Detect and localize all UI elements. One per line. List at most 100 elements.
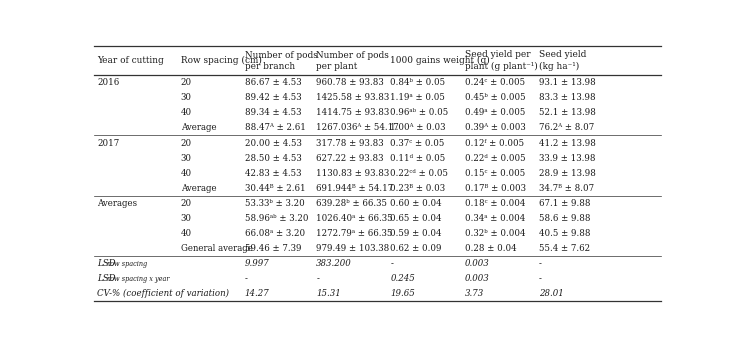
Text: 0.59 ± 0.04: 0.59 ± 0.04 <box>390 229 442 238</box>
Text: 0.96ᵃᵇ ± 0.05: 0.96ᵃᵇ ± 0.05 <box>390 108 449 117</box>
Text: 83.3 ± 13.98: 83.3 ± 13.98 <box>539 93 595 102</box>
Text: 639.28ᵇ ± 66.35: 639.28ᵇ ± 66.35 <box>316 199 387 208</box>
Text: 0.18ᶜ ± 0.004: 0.18ᶜ ± 0.004 <box>464 199 525 208</box>
Text: 0.34ᵃ ± 0.004: 0.34ᵃ ± 0.004 <box>464 214 525 223</box>
Text: 0.24ᶜ ± 0.005: 0.24ᶜ ± 0.005 <box>464 78 525 87</box>
Text: 3.73: 3.73 <box>464 289 484 298</box>
Text: 0.39ᴬ ± 0.003: 0.39ᴬ ± 0.003 <box>464 123 526 132</box>
Text: 41.2 ± 13.98: 41.2 ± 13.98 <box>539 139 595 148</box>
Text: 0.60 ± 0.04: 0.60 ± 0.04 <box>390 199 442 208</box>
Text: 0.65 ± 0.04: 0.65 ± 0.04 <box>390 214 442 223</box>
Text: 86.67 ± 4.53: 86.67 ± 4.53 <box>245 78 302 87</box>
Text: -: - <box>539 274 542 283</box>
Text: 0.23ᴮ ± 0.03: 0.23ᴮ ± 0.03 <box>390 184 445 193</box>
Text: 53.33ᵇ ± 3.20: 53.33ᵇ ± 3.20 <box>245 199 305 208</box>
Text: 1130.83 ± 93.83: 1130.83 ± 93.83 <box>316 169 389 178</box>
Text: 9.997: 9.997 <box>245 259 269 268</box>
Text: 0.245: 0.245 <box>390 274 415 283</box>
Text: 30: 30 <box>180 214 191 223</box>
Text: 76.2ᴬ ± 8.07: 76.2ᴬ ± 8.07 <box>539 123 594 132</box>
Text: 0.12ᶠ ± 0.005: 0.12ᶠ ± 0.005 <box>464 139 524 148</box>
Text: 0.32ᵇ ± 0.004: 0.32ᵇ ± 0.004 <box>464 229 525 238</box>
Text: 28.9 ± 13.98: 28.9 ± 13.98 <box>539 169 595 178</box>
Text: 0.45ᵇ ± 0.005: 0.45ᵇ ± 0.005 <box>464 93 526 102</box>
Text: 67.1 ± 9.88: 67.1 ± 9.88 <box>539 199 590 208</box>
Text: Row spacing (cm): Row spacing (cm) <box>180 56 261 65</box>
Text: 33.9 ± 13.98: 33.9 ± 13.98 <box>539 154 595 163</box>
Text: 0.22ᵈ ± 0.005: 0.22ᵈ ± 0.005 <box>464 154 526 163</box>
Text: 66.08ᵃ ± 3.20: 66.08ᵃ ± 3.20 <box>245 229 305 238</box>
Text: 0.49ᵃ ± 0.005: 0.49ᵃ ± 0.005 <box>464 108 525 117</box>
Text: 40: 40 <box>180 108 192 117</box>
Text: 0.28 ± 0.04: 0.28 ± 0.04 <box>464 244 516 253</box>
Text: Number of pods
per plant: Number of pods per plant <box>316 51 389 71</box>
Text: -: - <box>245 274 248 283</box>
Text: Number of pods
per branch: Number of pods per branch <box>245 51 318 71</box>
Text: 0.22ᶜᵈ ± 0.05: 0.22ᶜᵈ ± 0.05 <box>390 169 448 178</box>
Text: 1425.58 ± 93.83: 1425.58 ± 93.83 <box>316 93 389 102</box>
Text: 1000 gains weight (g): 1000 gains weight (g) <box>390 56 490 65</box>
Text: 20.00 ± 4.53: 20.00 ± 4.53 <box>245 139 302 148</box>
Text: 960.78 ± 93.83: 960.78 ± 93.83 <box>316 78 384 87</box>
Text: General average: General average <box>180 244 252 253</box>
Text: 1.00ᴬ ± 0.03: 1.00ᴬ ± 0.03 <box>390 123 446 132</box>
Text: 20: 20 <box>180 139 192 148</box>
Text: 0.37ᶜ ± 0.05: 0.37ᶜ ± 0.05 <box>390 139 445 148</box>
Text: Seed yield
(kg ha⁻¹): Seed yield (kg ha⁻¹) <box>539 51 586 71</box>
Text: LSD: LSD <box>97 274 116 283</box>
Text: 42.83 ± 4.53: 42.83 ± 4.53 <box>245 169 301 178</box>
Text: 19.65: 19.65 <box>390 289 415 298</box>
Text: 89.42 ± 4.53: 89.42 ± 4.53 <box>245 93 302 102</box>
Text: 58.96ᵃᵇ ± 3.20: 58.96ᵃᵇ ± 3.20 <box>245 214 308 223</box>
Text: 93.1 ± 13.98: 93.1 ± 13.98 <box>539 78 595 87</box>
Text: 1026.40ᵃ ± 66.35: 1026.40ᵃ ± 66.35 <box>316 214 393 223</box>
Text: 40.5 ± 9.88: 40.5 ± 9.88 <box>539 229 590 238</box>
Text: Seed yield per
plant (g plant⁻¹): Seed yield per plant (g plant⁻¹) <box>464 51 537 71</box>
Text: 0.84ᵇ ± 0.05: 0.84ᵇ ± 0.05 <box>390 78 445 87</box>
Text: 15.31: 15.31 <box>316 289 341 298</box>
Text: 30: 30 <box>180 93 191 102</box>
Text: 383.200: 383.200 <box>316 259 352 268</box>
Text: 1414.75 ± 93.83: 1414.75 ± 93.83 <box>316 108 389 117</box>
Text: 0.11ᵈ ± 0.05: 0.11ᵈ ± 0.05 <box>390 154 446 163</box>
Text: 88.47ᴬ ± 2.61: 88.47ᴬ ± 2.61 <box>245 123 305 132</box>
Text: Average: Average <box>180 184 216 193</box>
Text: Year of cutting: Year of cutting <box>97 56 164 65</box>
Text: CV-% (coefficient of variation): CV-% (coefficient of variation) <box>97 289 229 298</box>
Text: 979.49 ± 103.38: 979.49 ± 103.38 <box>316 244 389 253</box>
Text: 691.944ᴮ ± 54.17: 691.944ᴮ ± 54.17 <box>316 184 394 193</box>
Text: row spacing: row spacing <box>107 260 147 268</box>
Text: 30.44ᴮ ± 2.61: 30.44ᴮ ± 2.61 <box>245 184 305 193</box>
Text: 89.34 ± 4.53: 89.34 ± 4.53 <box>245 108 301 117</box>
Text: 28.01: 28.01 <box>539 289 563 298</box>
Text: 40: 40 <box>180 229 192 238</box>
Text: 0.003: 0.003 <box>464 259 489 268</box>
Text: 0.003: 0.003 <box>464 274 489 283</box>
Text: 1.19ᵃ ± 0.05: 1.19ᵃ ± 0.05 <box>390 93 445 102</box>
Text: 58.6 ± 9.88: 58.6 ± 9.88 <box>539 214 590 223</box>
Text: -: - <box>539 259 542 268</box>
Text: 0.17ᴮ ± 0.003: 0.17ᴮ ± 0.003 <box>464 184 526 193</box>
Text: 30: 30 <box>180 154 191 163</box>
Text: 2016: 2016 <box>97 78 119 87</box>
Text: 0.15ᶜ ± 0.005: 0.15ᶜ ± 0.005 <box>464 169 525 178</box>
Text: 0.62 ± 0.09: 0.62 ± 0.09 <box>390 244 442 253</box>
Text: Average: Average <box>180 123 216 132</box>
Text: LSD: LSD <box>97 259 116 268</box>
Text: 1272.79ᵃ ± 66.35: 1272.79ᵃ ± 66.35 <box>316 229 393 238</box>
Text: 2017: 2017 <box>97 139 119 148</box>
Text: 627.22 ± 93.83: 627.22 ± 93.83 <box>316 154 383 163</box>
Text: 317.78 ± 93.83: 317.78 ± 93.83 <box>316 139 384 148</box>
Text: 52.1 ± 13.98: 52.1 ± 13.98 <box>539 108 595 117</box>
Text: 1267.036ᴬ ± 54.17: 1267.036ᴬ ± 54.17 <box>316 123 399 132</box>
Text: 34.7ᴮ ± 8.07: 34.7ᴮ ± 8.07 <box>539 184 594 193</box>
Text: -: - <box>316 274 319 283</box>
Text: row spacing x year: row spacing x year <box>107 275 170 283</box>
Text: 28.50 ± 4.53: 28.50 ± 4.53 <box>245 154 302 163</box>
Text: 55.4 ± 7.62: 55.4 ± 7.62 <box>539 244 590 253</box>
Text: 40: 40 <box>180 169 192 178</box>
Text: 59.46 ± 7.39: 59.46 ± 7.39 <box>245 244 301 253</box>
Text: 20: 20 <box>180 78 192 87</box>
Text: -: - <box>390 259 393 268</box>
Text: 14.27: 14.27 <box>245 289 269 298</box>
